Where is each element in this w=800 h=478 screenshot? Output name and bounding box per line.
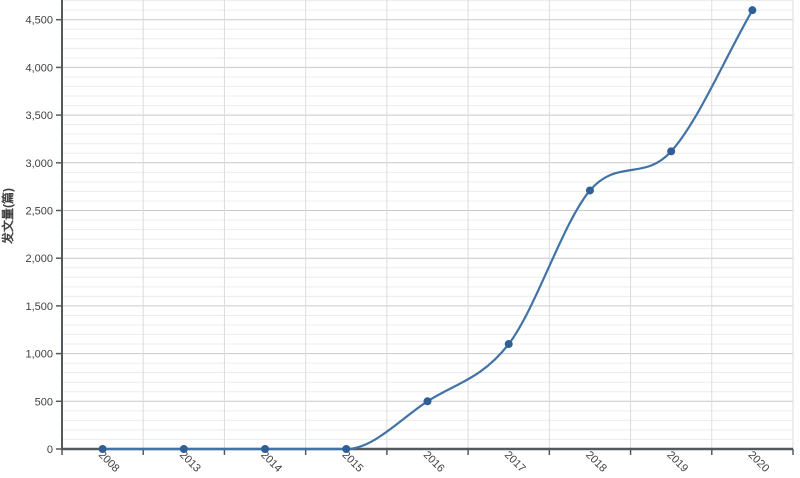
data-point-2018[interactable]	[585, 186, 594, 195]
y-tick-label: 2,000	[25, 253, 53, 265]
y-tick-label: 500	[35, 396, 53, 408]
x-tick-label: 2015	[339, 449, 365, 475]
grid-major-lines	[62, 19, 793, 402]
x-tick-label: 2019	[664, 449, 690, 475]
data-point-2019[interactable]	[667, 147, 676, 156]
x-tick-label: 2020	[746, 449, 772, 475]
x-axis-tick-labels: 2008 2013 2014 2015 2016 2017 2018 2019 2020	[96, 449, 772, 475]
y-tick-label: 2,500	[25, 206, 53, 218]
y-axis-tick-labels: 0 500 1,000 1,500 2,000 2,500 3,000 3,500 4,000 4…	[25, 15, 53, 456]
data-point-2015[interactable]	[342, 445, 351, 453]
x-tick-label: 2008	[96, 449, 122, 475]
x-tick-label: 2018	[583, 449, 609, 475]
data-point-2017[interactable]	[504, 340, 513, 349]
x-tick-label: 2013	[177, 449, 203, 475]
y-axis-title: 发文量(篇)	[0, 188, 15, 245]
data-point-2013[interactable]	[179, 445, 188, 453]
data-point-2020[interactable]	[748, 6, 757, 15]
series-line	[101, 9, 754, 451]
series-line-path	[101, 9, 754, 451]
x-tick-label: 2017	[502, 449, 528, 475]
y-tick-label: 3,000	[25, 158, 53, 170]
axis-ticks	[56, 18, 794, 455]
x-tick-label: 2016	[421, 449, 447, 475]
y-tick-label: 4,000	[25, 62, 53, 74]
data-point-2014[interactable]	[261, 445, 270, 453]
y-tick-label: 1,000	[25, 349, 53, 361]
data-point-2008[interactable]	[98, 445, 107, 453]
x-tick-label: 2014	[258, 449, 284, 475]
y-tick-label: 1,500	[25, 301, 53, 313]
y-tick-label: 3,500	[25, 110, 53, 122]
grid-vertical-lines	[142, 0, 794, 449]
y-tick-label: 4,500	[25, 15, 53, 27]
data-point-2016[interactable]	[423, 397, 432, 406]
y-tick-label: 0	[47, 444, 53, 456]
grid-minor-lines	[62, 0, 793, 440]
series-markers	[98, 6, 757, 453]
